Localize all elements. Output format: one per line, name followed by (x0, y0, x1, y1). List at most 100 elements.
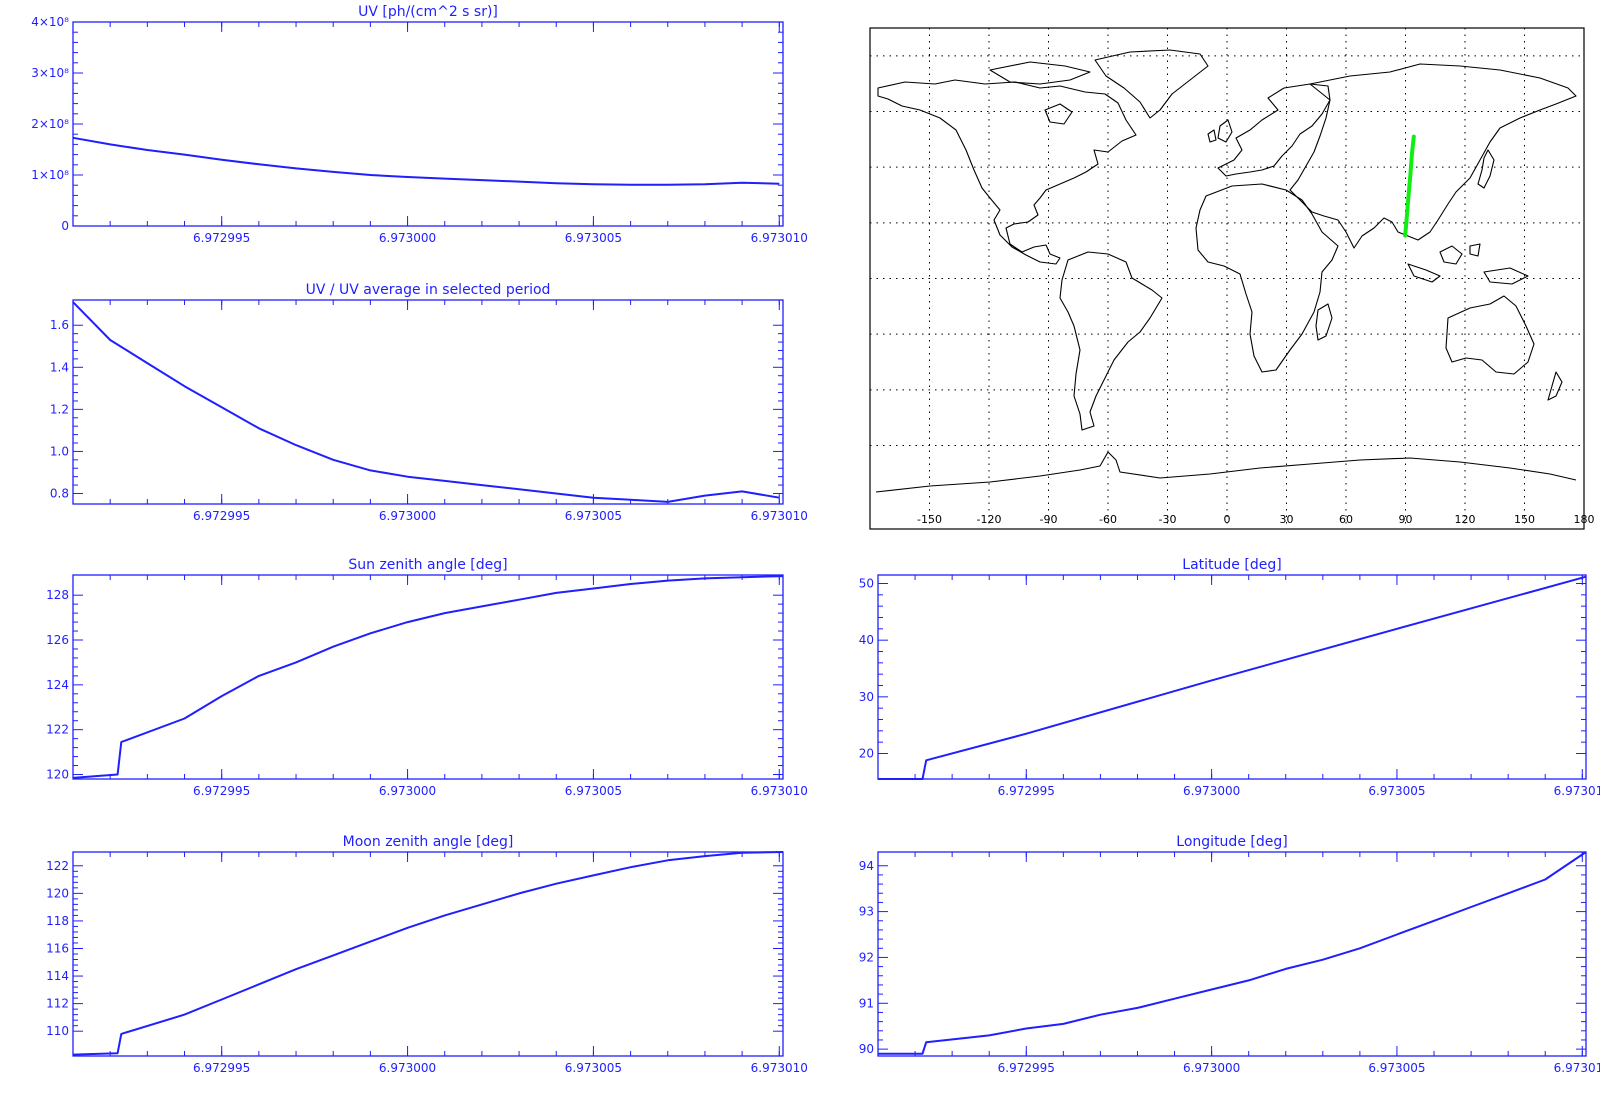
y-tick-label: 120 (46, 886, 69, 900)
x-tick-label: 6.973000 (379, 509, 436, 523)
y-tick-label: 91 (859, 996, 874, 1010)
line-charts: UV [ph/(cm^2 s sr)] 6.972995 6.973000 6.973… (31, 4, 1600, 1075)
x-tick-label: 6.973000 (1183, 1061, 1240, 1075)
y-tick-label: 0 (61, 219, 69, 233)
y-tick-label: 94 (859, 859, 874, 873)
y-tick-label: 122 (46, 859, 69, 873)
x-tick-label: 6.972995 (193, 509, 250, 523)
x-tick-label: 6.973010 (751, 1061, 808, 1075)
y-tick-label: 50 (859, 577, 874, 591)
coastline-australia (1445, 295, 1535, 375)
y-tick-label: 1.0 (50, 444, 69, 458)
y-tick-label: 0.8 (50, 486, 69, 500)
plot-frame (72, 299, 784, 505)
coastline-asia (1289, 63, 1577, 249)
chart-uv-ratio: UV / UV average in selected period 6.9729… (50, 282, 808, 523)
chart-title: Latitude [deg] (1182, 557, 1281, 573)
map-longitude-label: -150 (917, 513, 942, 526)
x-tick-label: 6.972995 (998, 784, 1055, 798)
coastline-arctic-islands (989, 61, 1091, 125)
y-tick-label: 116 (46, 941, 69, 955)
plot-frame (877, 851, 1587, 1057)
x-tick-label: 6.973000 (1183, 784, 1240, 798)
chart-title: Longitude [deg] (1176, 834, 1287, 850)
chart-sun-zenith: Sun zenith angle [deg] 6.972995 6.973000 6.… (46, 557, 808, 798)
map-longitude-label: 180 (1574, 513, 1595, 526)
series-line (878, 575, 1587, 780)
x-tick-label: 6.973010 (1554, 1061, 1600, 1075)
map-longitude-label: -90 (1040, 513, 1058, 526)
y-tick-label: 40 (859, 633, 874, 647)
y-tick-label: 90 (859, 1042, 874, 1056)
y-tick-label: 122 (46, 723, 69, 737)
x-tick-label: 6.972995 (193, 784, 250, 798)
x-tick-label: 6.973005 (565, 231, 622, 245)
chart-uv: UV [ph/(cm^2 s sr)] 6.972995 6.973000 6.973… (31, 4, 808, 245)
series-line (72, 301, 780, 503)
y-tick-label: 128 (46, 588, 69, 602)
y-tick-label: 93 (859, 905, 874, 919)
y-tick-label: 1.2 (50, 402, 69, 416)
y-tick-label: 30 (859, 690, 874, 704)
chart-title: UV / UV average in selected period (306, 282, 551, 298)
y-tick-label: 4×10⁸ (31, 15, 69, 29)
plot-frame (877, 574, 1587, 780)
x-tick-label: 6.973010 (1554, 784, 1600, 798)
series-line (72, 851, 784, 1056)
map-longitude-ticks: -150 -120 -90 -60 -30 0 30 60 90 120 150 180 (917, 513, 1594, 526)
plot-frame (72, 574, 784, 780)
coastline-north-america (877, 79, 1137, 265)
x-tick-label: 6.972995 (998, 1061, 1055, 1075)
map-longitude-label: -120 (977, 513, 1002, 526)
map-longitude-label: 120 (1455, 513, 1476, 526)
x-tick-label: 6.972995 (193, 231, 250, 245)
x-tick-label: 6.973000 (379, 784, 436, 798)
y-tick-label: 1.4 (50, 360, 69, 374)
chart-title: UV [ph/(cm^2 s sr)] (358, 4, 498, 20)
map-longitude-label: 150 (1514, 513, 1535, 526)
coastline-madagascar (1315, 303, 1333, 341)
series-line (72, 575, 784, 779)
map-longitude-label: -30 (1159, 513, 1177, 526)
y-tick-label: 124 (46, 678, 69, 692)
series-line (72, 136, 780, 186)
x-tick-label: 6.973005 (1368, 1061, 1425, 1075)
x-tick-label: 6.973010 (751, 509, 808, 523)
world-map-panel: -150 -120 -90 -60 -30 0 30 60 90 120 150 180 (869, 27, 1595, 530)
map-longitude-label: 90 (1399, 513, 1413, 526)
series-line (878, 851, 1587, 1055)
chart-moon-zenith: Moon zenith angle [deg] 6.972995 6.973000 6… (46, 834, 808, 1075)
x-tick-label: 6.973005 (565, 509, 622, 523)
coastline-se-asia-islands (1407, 243, 1529, 285)
x-tick-label: 6.973005 (565, 784, 622, 798)
x-tick-label: 6.973000 (379, 231, 436, 245)
y-tick-label: 126 (46, 633, 69, 647)
coastline-greenland (1094, 49, 1209, 119)
coastline-japan (1477, 149, 1495, 189)
y-tick-label: 110 (46, 1024, 69, 1038)
x-tick-label: 6.973010 (751, 784, 808, 798)
y-tick-label: 120 (46, 768, 69, 782)
coastline-south-america (1059, 251, 1163, 431)
chart-longitude: Longitude [deg] 6.972995 6.973000 6.973005 6… (859, 834, 1600, 1075)
map-graticule (870, 28, 1584, 529)
y-tick-label: 1.6 (50, 318, 69, 332)
y-tick-label: 20 (859, 747, 874, 761)
x-tick-label: 6.973005 (565, 1061, 622, 1075)
x-tick-label: 6.973000 (379, 1061, 436, 1075)
coastline-antarctica (875, 451, 1577, 493)
chart-latitude: Latitude [deg] 6.972995 6.973000 6.973005 6.… (859, 557, 1600, 798)
y-tick-label: 1×10⁸ (31, 168, 69, 182)
y-tick-label: 92 (859, 950, 874, 964)
y-tick-label: 2×10⁸ (31, 117, 69, 131)
map-longitude-label: 30 (1280, 513, 1294, 526)
coastline-new-zealand (1547, 371, 1563, 401)
map-longitude-label: 0 (1224, 513, 1231, 526)
satellite-ground-track (1403, 134, 1416, 238)
x-tick-label: 6.972995 (193, 1061, 250, 1075)
y-tick-label: 114 (46, 969, 69, 983)
map-longitude-label: -60 (1099, 513, 1117, 526)
coastlines (875, 49, 1577, 493)
map-frame (869, 27, 1585, 530)
